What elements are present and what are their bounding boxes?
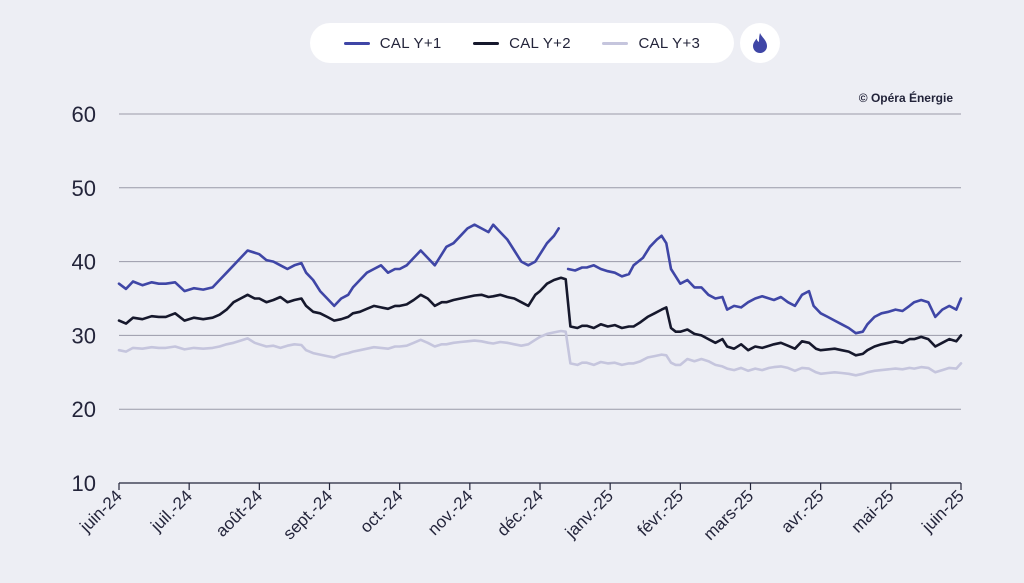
x-axis [118,482,962,490]
x-tick-label: sept.-24 [279,486,336,543]
y-tick-label: 40 [72,250,96,275]
chart-legend: CAL Y+1 CAL Y+2 CAL Y+3 [310,23,734,63]
legend-item-cal-y1[interactable]: CAL Y+1 [343,34,442,52]
legend-item-cal-y3[interactable]: CAL Y+3 [602,35,700,52]
x-tick-label: déc.-24 [493,486,547,540]
y-tick-label: 20 [72,397,96,422]
legend-item-cal-y2[interactable]: CAL Y+2 [473,35,571,52]
gridlines [119,113,961,410]
legend-swatch-cal-y3 [602,41,629,45]
y-tick-label: 60 [72,102,96,127]
series-line-cal-y-2 [117,276,963,357]
x-tick-label: juil.-24 [146,486,196,536]
y-axis-labels: 10 20 30 40 50 60 [72,102,96,496]
x-tick-label: févr.-25 [634,486,688,540]
legend-label-cal-y2: CAL Y+2 [509,34,571,52]
y-tick-label: 50 [72,176,96,201]
x-tick-label: mai-25 [847,486,897,536]
x-tick-label: juin-25 [918,486,968,536]
series-line-cal-y-1 [117,223,560,308]
legend-label-cal-y3: CAL Y+3 [638,34,701,52]
flame-icon [753,33,767,53]
y-tick-label: 30 [72,323,96,348]
legend-swatch-cal-y2 [473,41,500,45]
energy-type-button[interactable] [740,23,780,63]
series-line-cal-y-3 [117,329,963,377]
series-line-cal-y-1-segment-2 [566,234,963,335]
x-tick-label: oct.-24 [356,486,406,536]
legend-label-cal-y1: CAL Y+1 [379,34,442,52]
copyright-notice: © Opéra Énergie [858,91,953,105]
x-tick-label: janv.-25 [561,486,617,542]
x-axis-labels: juin-24 juil.-24 août-24 sept.-24 oct.-24 nov… [76,486,968,544]
x-tick-label: avr.-25 [777,486,827,536]
x-tick-label: mars-25 [700,486,758,544]
legend-swatch-cal-y1 [343,41,370,45]
y-tick-label: 10 [72,471,96,496]
series-lines [117,223,963,377]
x-tick-label: août-24 [212,486,266,540]
x-tick-label: nov.-24 [424,486,477,539]
